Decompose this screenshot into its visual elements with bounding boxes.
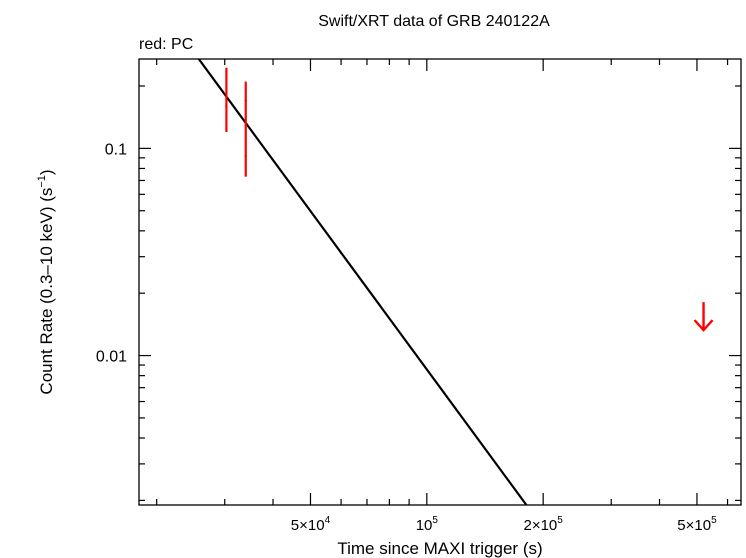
x-tick-label: 2×105 xyxy=(523,515,563,534)
x-tick-label-exp: 5 xyxy=(557,515,563,526)
y-axis-label-sup: −1 xyxy=(36,175,48,188)
chart-title: Swift/XRT data of GRB 240122A xyxy=(318,13,550,30)
data-point xyxy=(225,104,228,108)
upper-limit-head xyxy=(693,319,714,332)
x-tick-label-exp: 5 xyxy=(711,515,717,526)
upper-limit-arrow xyxy=(693,302,714,332)
chart-subtitle: red: PC xyxy=(139,36,193,53)
x-axis-label: Time since MAXI trigger (s) xyxy=(337,539,542,558)
x-tick-label-base: 5×10 xyxy=(291,517,325,534)
x-tick-label-exp: 4 xyxy=(325,515,331,526)
y-axis-label: Count Rate (0.3–10 keV) (s−1) xyxy=(36,169,56,394)
plot-frame xyxy=(138,58,742,506)
model-fit-line xyxy=(197,59,528,505)
y-tick-label: 0.1 xyxy=(105,141,127,158)
x-tick-label: 5×104 xyxy=(291,515,331,534)
data-point xyxy=(244,99,247,102)
y-axis-label-end: ) xyxy=(37,169,56,175)
x-tick-label: 5×105 xyxy=(677,515,717,534)
axis-ticks xyxy=(139,59,741,505)
data-marks xyxy=(197,59,714,505)
y-axis-label-main: Count Rate (0.3–10 keV) (s xyxy=(37,188,56,395)
x-tick-label-base: 10 xyxy=(416,517,433,534)
y-tick-label: 0.01 xyxy=(96,349,127,366)
x-tick-label-base: 2×10 xyxy=(523,517,557,534)
x-tick-label-base: 5×10 xyxy=(677,517,711,534)
data-point xyxy=(244,154,247,158)
x-tick-label-exp: 5 xyxy=(432,515,438,526)
x-tick-label: 105 xyxy=(416,515,439,534)
